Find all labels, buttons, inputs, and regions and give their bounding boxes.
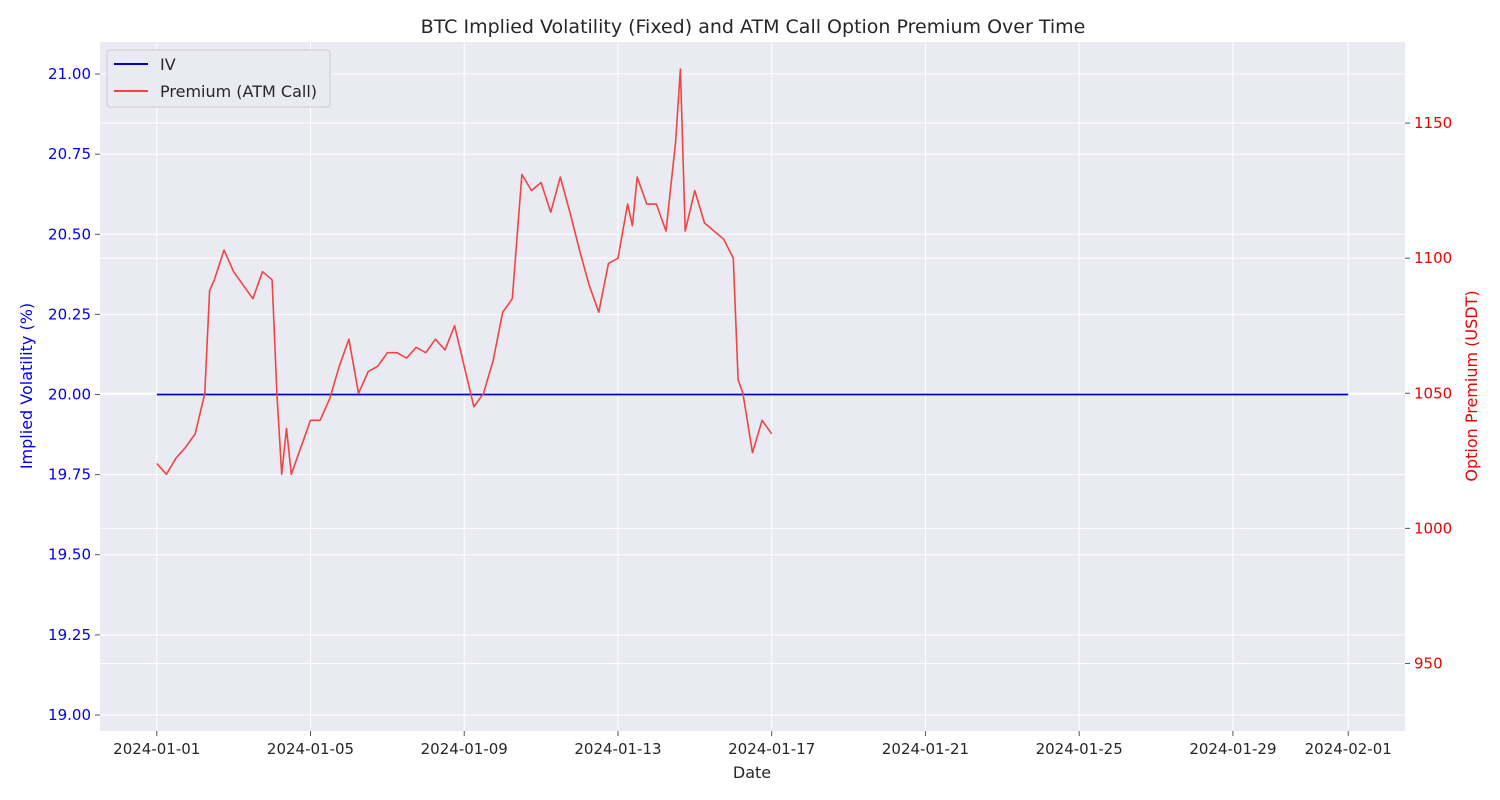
y-tick-label-right: 1000 — [1414, 519, 1452, 537]
x-tick-label: 2024-01-17 — [728, 740, 815, 758]
y-tick-label-left: 20.25 — [48, 305, 91, 323]
x-tick-label: 2024-01-05 — [267, 740, 354, 758]
y-tick-label-left: 19.25 — [48, 626, 91, 644]
y-tick-label-right: 1050 — [1414, 384, 1452, 402]
y-tick-label-left: 19.00 — [48, 706, 91, 724]
legend-label-iv: IV — [160, 55, 176, 74]
legend-label-premium: Premium (ATM Call) — [160, 82, 317, 101]
chart-title: BTC Implied Volatility (Fixed) and ATM C… — [421, 16, 1086, 38]
ticks: 2024-01-01 2024-01-05 2024-01-09 2024-01-13… — [48, 65, 1452, 758]
x-axis-label: Date — [733, 763, 771, 782]
y-tick-label-left: 20.50 — [48, 225, 91, 243]
x-tick-label: 2024-01-13 — [574, 740, 661, 758]
x-tick-label: 2024-01-29 — [1189, 740, 1276, 758]
x-tick-label: 2024-01-01 — [113, 740, 200, 758]
premium-line — [156, 68, 773, 476]
y-tick-label-right: 1100 — [1414, 249, 1452, 267]
legend-box — [106, 49, 331, 108]
x-tick-label: 2024-01-21 — [882, 740, 969, 758]
y-axis-label-right: Option Premium (USDT) — [1462, 290, 1481, 481]
legend: IV Premium (ATM Call) — [106, 49, 331, 108]
x-tick-label: 2024-01-25 — [1036, 740, 1123, 758]
y-tick-label-left: 19.75 — [48, 466, 91, 484]
y-tick-label-left: 20.75 — [48, 145, 91, 163]
series — [156, 68, 1349, 476]
y-tick-label-right: 1150 — [1414, 114, 1452, 132]
y-tick-label-left: 19.50 — [48, 546, 91, 564]
plot-area — [100, 42, 1405, 731]
y-tick-label-left: 20.00 — [48, 386, 91, 404]
y-tick-label-right: 950 — [1414, 654, 1443, 672]
y-tick-label-left: 21.00 — [48, 65, 91, 83]
x-tick-label: 2024-01-09 — [421, 740, 508, 758]
x-tick-label: 2024-02-01 — [1305, 740, 1392, 758]
y-axis-label-left: Implied Volatility (%) — [17, 303, 36, 469]
